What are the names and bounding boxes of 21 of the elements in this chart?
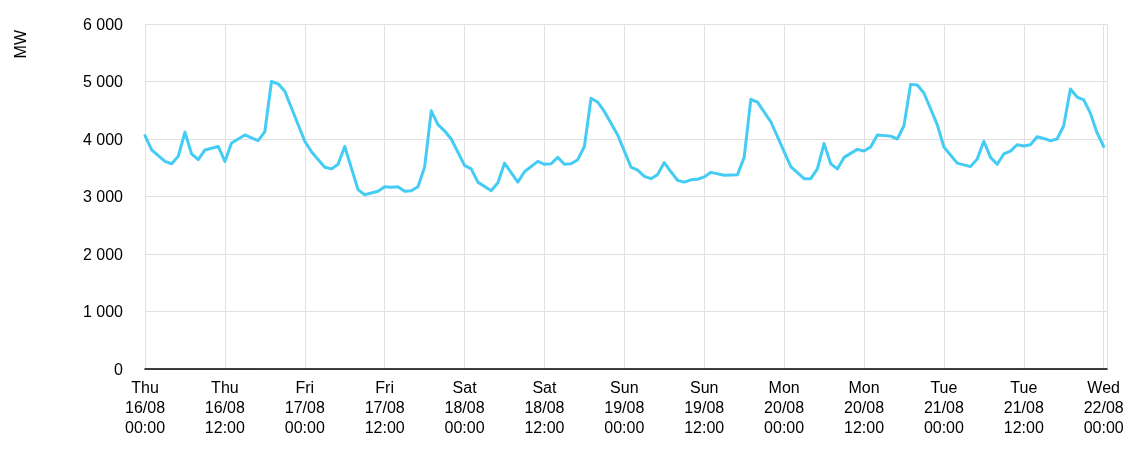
x-tick-label: Sat 18/08 12:00	[524, 378, 565, 436]
y-tick-label: 5 000	[82, 73, 124, 90]
x-tick-label: Fri 17/08 12:00	[364, 378, 405, 436]
y-axis-title: MW	[11, 29, 29, 59]
x-tick-label: Sun 19/08 12:00	[684, 378, 725, 436]
y-tick-label: 3 000	[82, 188, 124, 205]
x-tick-label: Fri 17/08 00:00	[284, 378, 325, 436]
x-tick-label: Sat 18/08 00:00	[444, 378, 485, 436]
y-tick-label: 0	[114, 360, 124, 378]
x-tick-label: Sun 19/08 00:00	[604, 378, 645, 436]
x-tick-label: Mon 20/08 12:00	[843, 378, 885, 436]
x-tick-label: Tue 21/08 00:00	[923, 378, 965, 436]
x-tick-label: Tue 21/08 12:00	[1003, 378, 1044, 436]
y-tick-label: 4 000	[82, 130, 124, 148]
x-tick-label: Thu 16/08 00:00	[124, 378, 166, 436]
x-tick-label: Thu 16/08 12:00	[204, 378, 246, 436]
y-tick-label: 6 000	[82, 15, 124, 33]
x-tick-label: Wed 22/08 00:00	[1083, 378, 1124, 436]
x-tick-label: Mon 20/08 00:00	[764, 378, 805, 436]
y-tick-label: 2 000	[82, 245, 124, 263]
y-tick-label: 1 000	[82, 303, 124, 320]
